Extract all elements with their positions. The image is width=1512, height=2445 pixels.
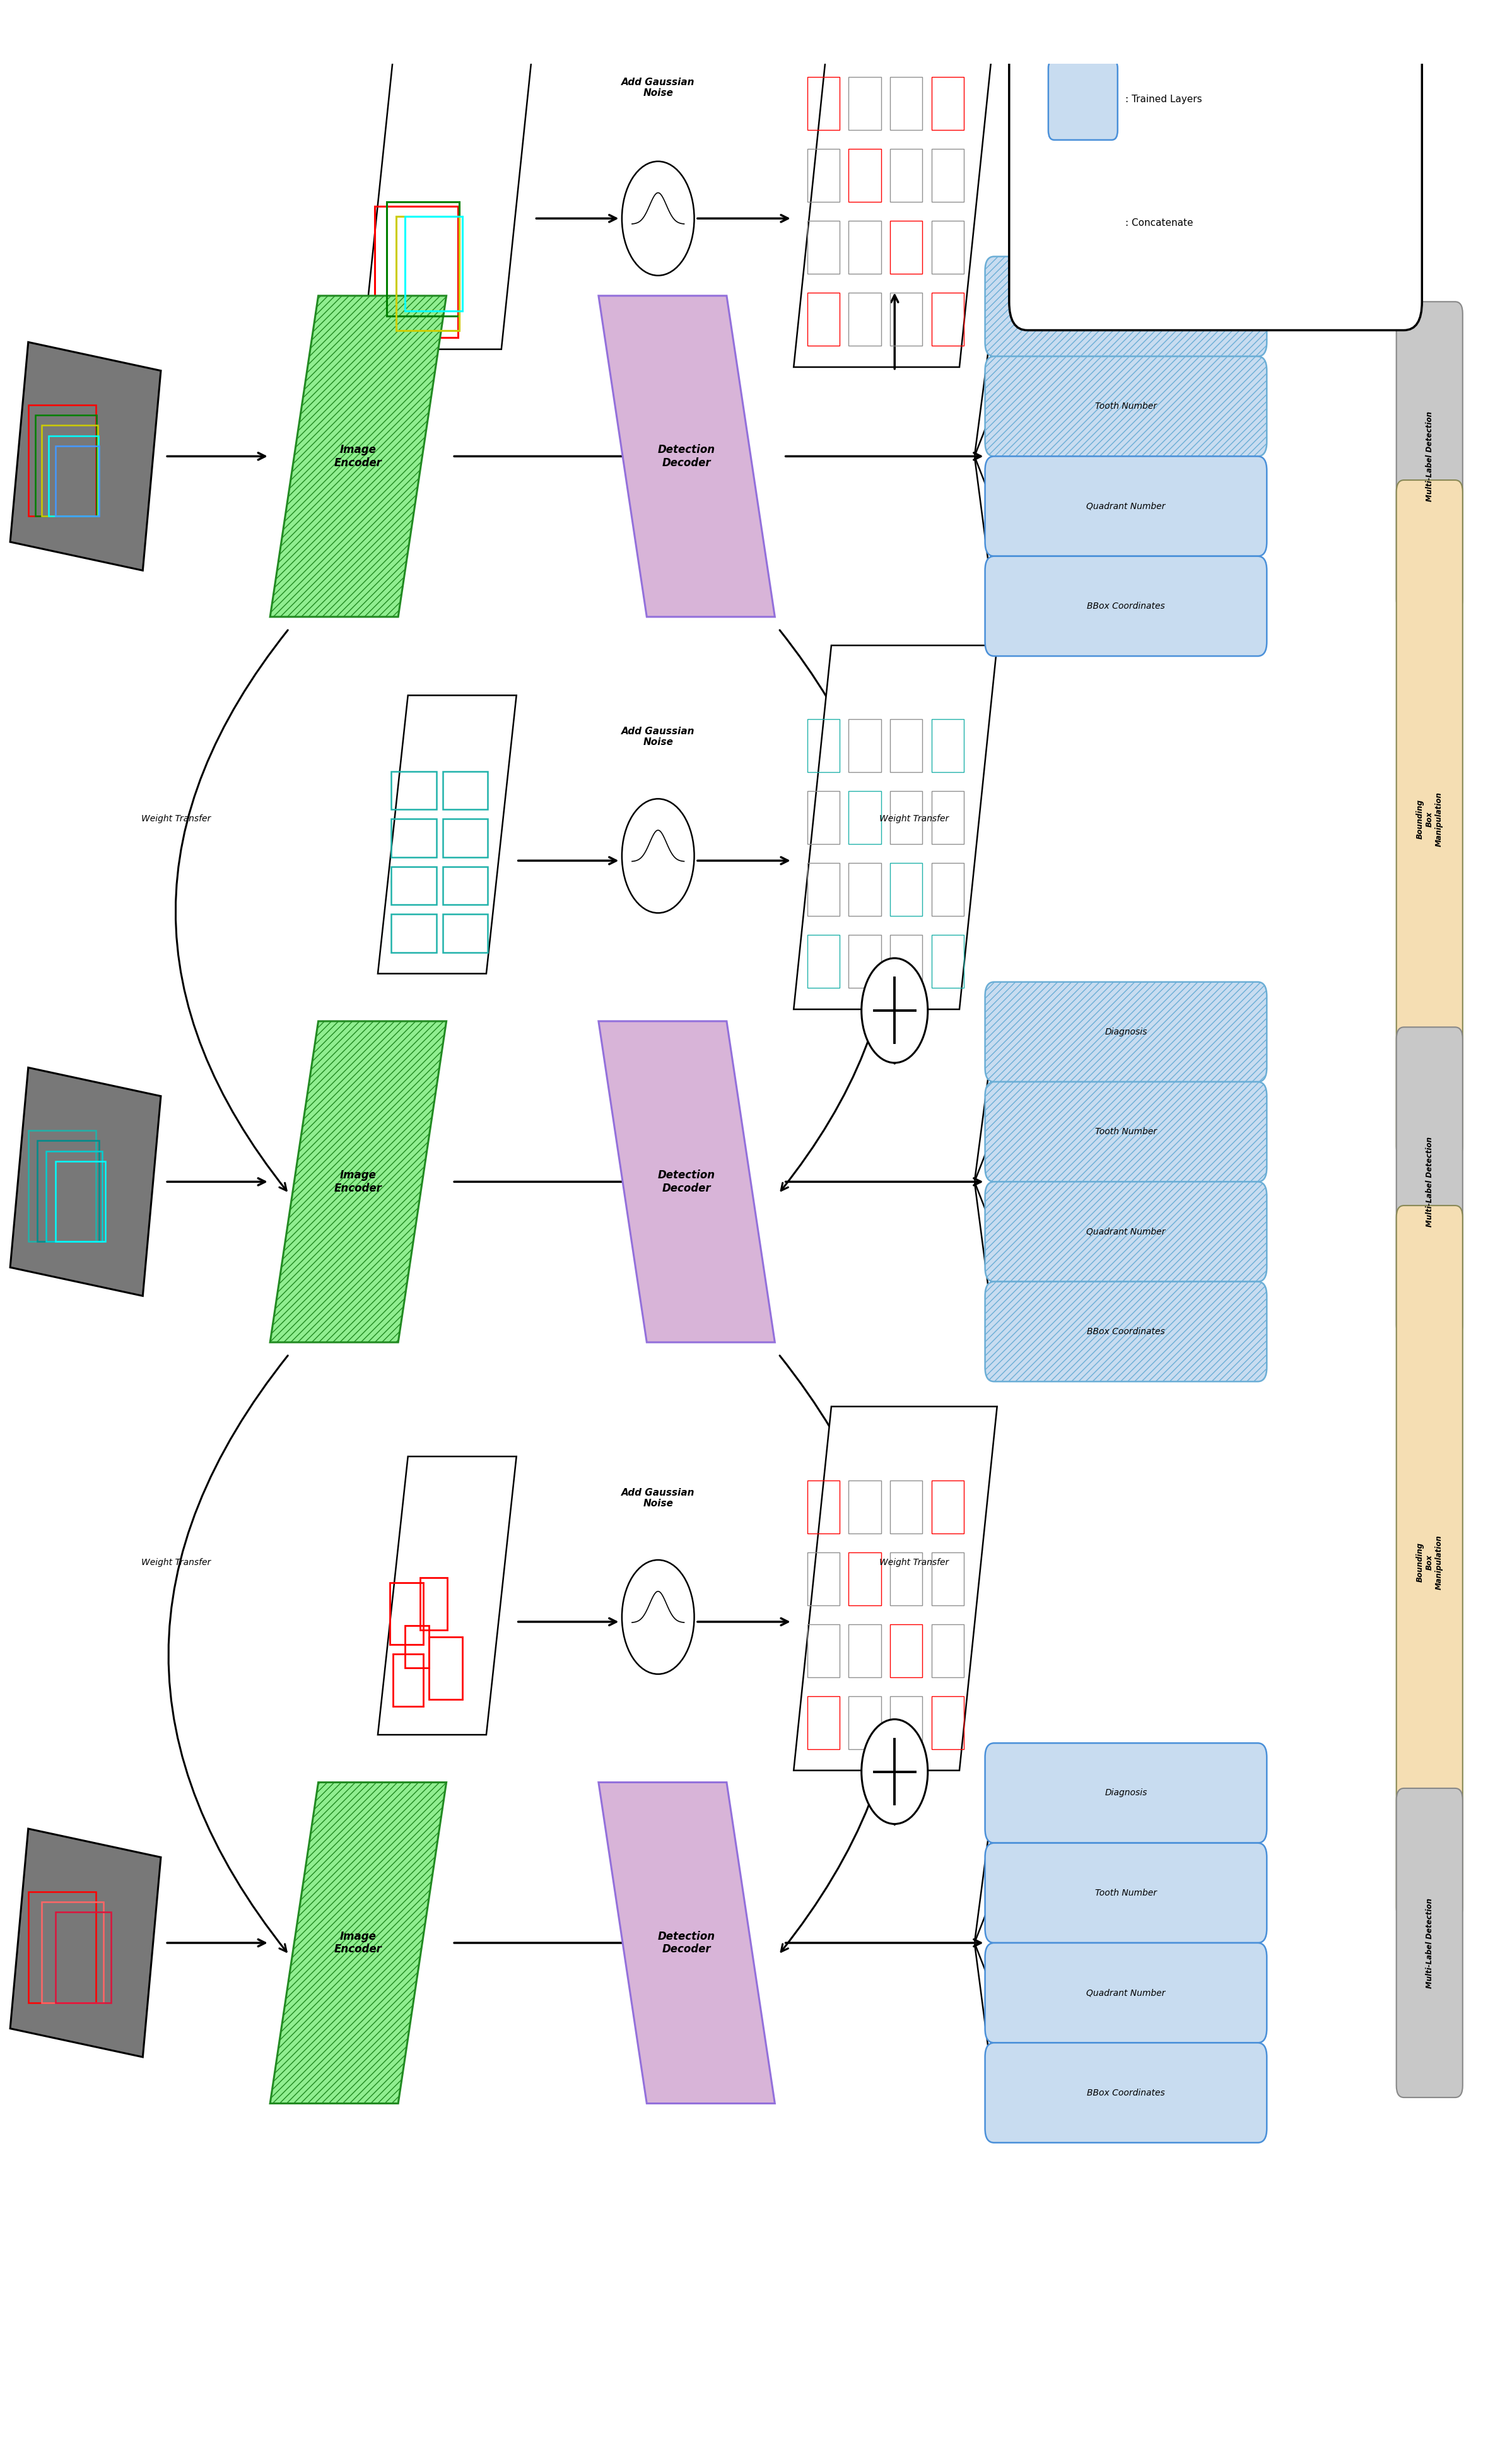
Text: Add Gaussian
Noise: Add Gaussian Noise	[621, 78, 696, 98]
Text: Image
Encoder: Image Encoder	[334, 1932, 383, 1956]
Circle shape	[621, 161, 694, 276]
Circle shape	[1057, 183, 1108, 264]
FancyBboxPatch shape	[984, 2042, 1267, 2142]
Text: Multi-Label Detection: Multi-Label Detection	[1426, 1897, 1433, 1988]
Text: Quadrant Number: Quadrant Number	[1086, 1227, 1166, 1237]
Text: Bounding
Box
Manipulation: Bounding Box Manipulation	[1415, 1535, 1442, 1589]
FancyBboxPatch shape	[1009, 0, 1421, 330]
FancyBboxPatch shape	[984, 457, 1267, 555]
Circle shape	[862, 1719, 928, 1824]
Text: Multi-Label Detection: Multi-Label Detection	[1426, 1137, 1433, 1227]
Text: Weight Transfer: Weight Transfer	[880, 1557, 950, 1567]
Text: Quadrant Number: Quadrant Number	[1086, 501, 1166, 511]
Text: : Concatenate: : Concatenate	[1125, 218, 1193, 227]
Text: Image
Encoder: Image Encoder	[334, 445, 383, 469]
FancyBboxPatch shape	[984, 1281, 1267, 1381]
FancyBboxPatch shape	[1397, 479, 1462, 1159]
Circle shape	[862, 958, 928, 1064]
Polygon shape	[794, 1406, 996, 1770]
FancyBboxPatch shape	[1397, 1027, 1462, 1337]
Polygon shape	[378, 1457, 517, 1736]
Text: Add Gaussian
Noise: Add Gaussian Noise	[621, 1489, 696, 1509]
Polygon shape	[794, 645, 996, 1010]
Polygon shape	[794, 2, 996, 367]
Text: Weight Transfer: Weight Transfer	[141, 814, 210, 824]
FancyBboxPatch shape	[984, 1944, 1267, 2042]
Polygon shape	[271, 1022, 446, 1342]
Text: Tooth Number: Tooth Number	[1095, 1888, 1157, 1897]
Text: Tooth Number: Tooth Number	[1095, 401, 1157, 411]
Polygon shape	[11, 1829, 160, 2056]
Polygon shape	[363, 29, 535, 350]
Text: Multi-Label Detection: Multi-Label Detection	[1426, 411, 1433, 501]
Polygon shape	[599, 1022, 774, 1342]
Text: Tooth Number: Tooth Number	[1095, 1127, 1157, 1137]
Text: Diagnosis: Diagnosis	[1105, 1790, 1148, 1797]
Text: : Trained Layers: : Trained Layers	[1125, 95, 1202, 105]
Text: Weight Transfer: Weight Transfer	[880, 814, 950, 824]
Text: Detection
Decoder: Detection Decoder	[658, 1169, 715, 1193]
Polygon shape	[271, 296, 446, 616]
Text: Detection
Decoder: Detection Decoder	[658, 445, 715, 469]
Text: Weight Transfer: Weight Transfer	[141, 1557, 210, 1567]
FancyBboxPatch shape	[984, 1181, 1267, 1281]
Polygon shape	[11, 1068, 160, 1296]
FancyBboxPatch shape	[1397, 1205, 1462, 1919]
Text: Diagnosis: Diagnosis	[1105, 303, 1148, 311]
Text: BBox Coordinates: BBox Coordinates	[1087, 601, 1164, 611]
Polygon shape	[271, 1782, 446, 2103]
Polygon shape	[11, 342, 160, 570]
Text: Bounding
Box
Manipulation: Bounding Box Manipulation	[1415, 792, 1442, 846]
Polygon shape	[599, 296, 774, 616]
Polygon shape	[378, 694, 517, 973]
Circle shape	[621, 1560, 694, 1675]
Text: Quadrant Number: Quadrant Number	[1086, 1988, 1166, 1998]
FancyBboxPatch shape	[984, 1081, 1267, 1181]
FancyBboxPatch shape	[984, 1743, 1267, 1844]
FancyBboxPatch shape	[1048, 59, 1117, 139]
Text: Detection
Decoder: Detection Decoder	[658, 1932, 715, 1956]
Text: Diagnosis: Diagnosis	[1105, 1027, 1148, 1037]
FancyBboxPatch shape	[984, 1844, 1267, 1944]
Text: BBox Coordinates: BBox Coordinates	[1087, 2088, 1164, 2098]
Text: BBox Coordinates: BBox Coordinates	[1087, 1328, 1164, 1335]
FancyBboxPatch shape	[1397, 301, 1462, 611]
FancyBboxPatch shape	[984, 983, 1267, 1081]
FancyBboxPatch shape	[984, 357, 1267, 457]
Polygon shape	[599, 1782, 774, 2103]
FancyBboxPatch shape	[984, 555, 1267, 655]
FancyBboxPatch shape	[1048, 0, 1117, 32]
FancyBboxPatch shape	[1397, 1787, 1462, 2098]
FancyBboxPatch shape	[984, 257, 1267, 357]
Text: Image
Encoder: Image Encoder	[334, 1169, 383, 1193]
Text: Add Gaussian
Noise: Add Gaussian Noise	[621, 726, 696, 748]
Circle shape	[621, 800, 694, 912]
